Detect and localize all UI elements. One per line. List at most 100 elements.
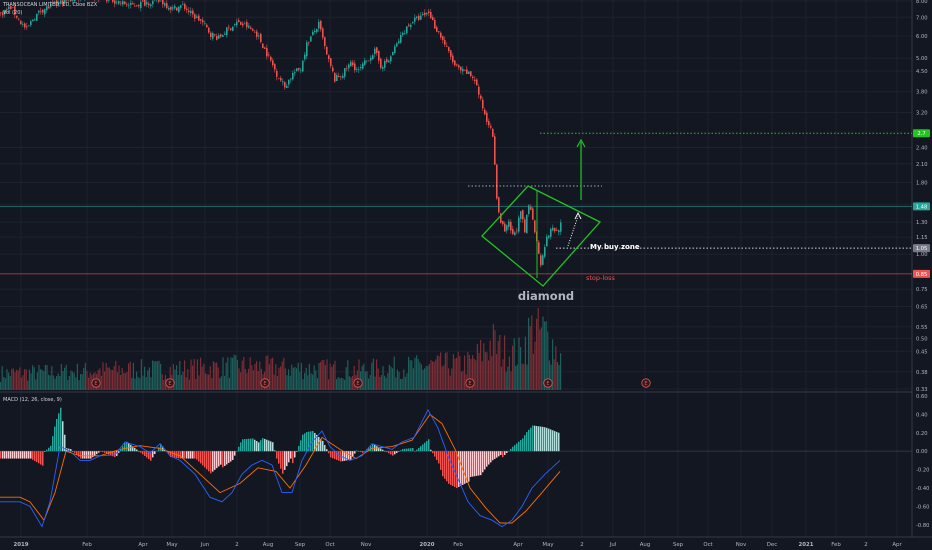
volume-bar — [153, 361, 155, 390]
volume-bar — [201, 366, 203, 390]
volume-bar — [244, 368, 246, 390]
candle-body — [16, 15, 18, 18]
candle-body — [346, 68, 348, 70]
candle-body — [408, 24, 410, 26]
candle-body — [336, 75, 338, 82]
candle-body — [520, 211, 522, 219]
candle-body — [550, 228, 552, 237]
macd-histogram-bar — [20, 451, 22, 459]
macd-histogram-bar — [52, 436, 54, 452]
candle-body — [286, 85, 288, 89]
volume-bar — [38, 365, 40, 390]
volume-bar — [270, 358, 272, 390]
volume-bar — [486, 352, 488, 390]
volume-bar — [59, 376, 61, 390]
macd-histogram-bar — [14, 451, 16, 459]
earnings-marker: E — [91, 378, 101, 388]
candle-body — [260, 34, 262, 43]
time-axis-label: Oct — [325, 542, 334, 548]
time-axis-label: Feb — [831, 542, 841, 548]
macd-histogram-bar — [456, 451, 458, 488]
volume-bar — [372, 358, 374, 390]
candle-body — [508, 221, 510, 227]
volume-bar — [198, 375, 200, 390]
volume-bar — [393, 356, 395, 390]
candle-body — [10, 5, 12, 10]
macd-histogram-bar — [156, 450, 158, 452]
candle-body — [528, 205, 530, 214]
macd-histogram-bar — [48, 447, 50, 452]
volume-bar — [454, 358, 456, 390]
macd-histogram-bar — [28, 451, 30, 459]
candle-body — [132, 3, 134, 5]
candle-body — [480, 95, 482, 99]
macd-histogram-bar — [116, 451, 118, 456]
time-axis-label: Apr — [892, 542, 902, 548]
buy-zone-label: My buy zone — [590, 243, 640, 251]
earnings-marker-circle — [543, 378, 553, 388]
volume-bar — [481, 361, 483, 390]
price-badge-value: 1.48 — [916, 204, 928, 210]
candle-body — [202, 20, 204, 23]
macd-histogram-bar — [250, 438, 252, 452]
volume-bar — [211, 378, 213, 390]
macd-histogram-bar — [410, 448, 412, 452]
volume-bar — [217, 367, 219, 390]
macd-histogram-bar — [228, 451, 230, 463]
macd-histogram-bar — [472, 451, 474, 477]
volume-bar — [241, 360, 243, 390]
macd-histogram-bar — [454, 451, 456, 487]
volume-bar — [228, 377, 230, 390]
macd-histogram-bar — [136, 449, 138, 452]
macd-histogram-bar — [300, 440, 302, 452]
volume-bar — [323, 360, 325, 390]
volume-bar — [478, 353, 480, 390]
volume-bar — [275, 364, 277, 390]
macd-histogram-bar — [6, 451, 8, 459]
macd-histogram-bar — [272, 442, 274, 452]
volume-bar — [131, 377, 133, 390]
candle-body — [386, 59, 388, 62]
volume-bar — [392, 368, 394, 390]
candle-body — [438, 31, 440, 33]
candle-body — [304, 54, 306, 60]
candle-body — [432, 17, 434, 21]
volume-bar — [430, 360, 432, 390]
volume-bar — [169, 366, 171, 390]
macd-histogram-bar — [184, 451, 186, 459]
candle-body — [256, 31, 258, 37]
candle-body — [52, 2, 54, 4]
macd-histogram-bar — [132, 446, 134, 452]
candle-body — [538, 242, 540, 254]
volume-bar — [499, 335, 501, 390]
volume-bar — [105, 363, 107, 390]
volume-bar — [139, 378, 141, 390]
volume-bar — [256, 361, 258, 390]
volume-bar — [369, 375, 371, 390]
macd-histogram-bar — [58, 413, 60, 452]
macd-histogram-bar — [258, 442, 260, 452]
volume-bar — [449, 375, 451, 390]
candle-body — [134, 6, 136, 7]
macd-histogram-bar — [234, 451, 236, 456]
candle-body — [500, 213, 502, 223]
macd-histogram-bar — [46, 449, 48, 452]
candle-body — [70, 0, 72, 2]
macd-histogram-bar — [50, 445, 52, 452]
volume-bar — [460, 371, 462, 390]
earnings-marker-label: E — [644, 381, 647, 387]
macd-histogram-bar — [510, 448, 512, 452]
volume-bar — [337, 377, 339, 390]
earnings-marker-circle — [165, 378, 175, 388]
candle-body — [420, 15, 422, 20]
price-badge-box — [913, 269, 930, 278]
candle-body — [410, 24, 412, 28]
macd-histogram-bar — [16, 451, 18, 459]
volume-bar — [424, 368, 426, 390]
candle-body — [348, 64, 350, 69]
macd-histogram-bar — [420, 446, 422, 452]
macd-histogram-bar — [494, 451, 496, 459]
candle-body — [384, 60, 386, 68]
volume-bar — [446, 352, 448, 390]
